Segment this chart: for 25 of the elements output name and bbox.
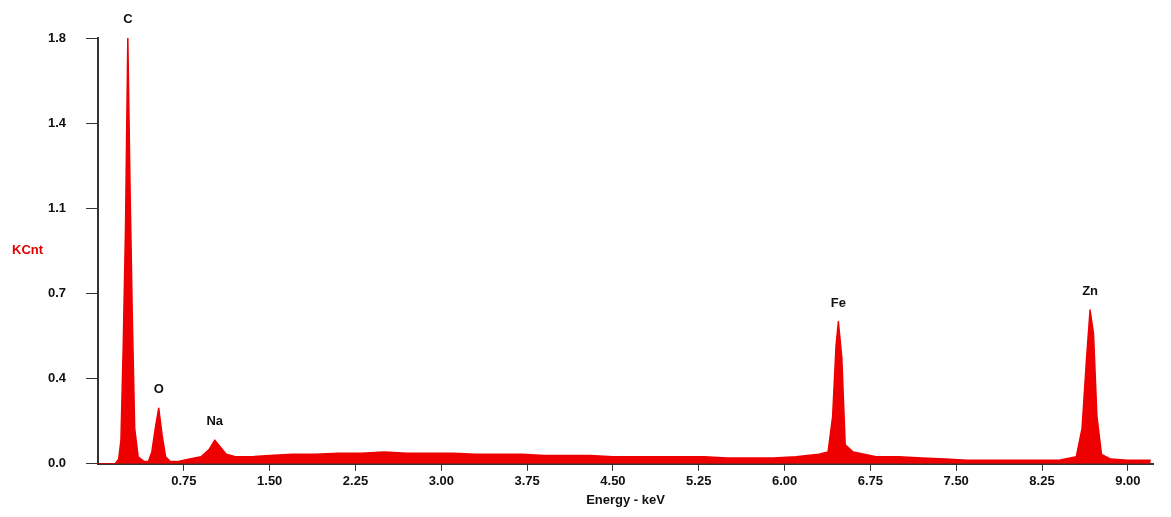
y-tick-label: 1.4 <box>47 114 67 130</box>
annotation: Na <box>206 413 224 429</box>
x-tick-label: 3.75 <box>514 473 540 489</box>
x-tick-label: 6.75 <box>857 473 884 489</box>
y-tick-label: 0.4 <box>47 370 67 386</box>
x-tick-label: 2.25 <box>342 473 369 489</box>
x-tick-label: 3.00 <box>428 473 454 489</box>
x-tick-label: 8.25 <box>1029 473 1055 489</box>
y-tick-label: 1.1 <box>47 199 67 215</box>
annotation: Fe <box>830 294 846 310</box>
x-tick-label: 6.00 <box>771 473 798 489</box>
y-tick-label: 1.8 <box>47 29 67 45</box>
y-axis-title: KCnt <box>12 242 44 258</box>
y-tick-label: 0.7 <box>47 285 67 301</box>
x-tick-label: 0.75 <box>171 473 197 489</box>
x-tick-label: 4.50 <box>600 473 626 489</box>
x-tick-label: 5.25 <box>686 473 712 489</box>
x-tick-label: 1.50 <box>257 473 283 489</box>
y-tick-label: 0.0 <box>47 455 67 471</box>
x-tick-label: 9.00 <box>1115 473 1141 489</box>
x-axis-title: Energy - keV <box>586 491 666 507</box>
x-tick-label: 7.50 <box>943 473 969 489</box>
annotation: O <box>153 381 164 397</box>
annotation: Zn <box>1082 283 1099 299</box>
annotation: C <box>123 11 134 27</box>
